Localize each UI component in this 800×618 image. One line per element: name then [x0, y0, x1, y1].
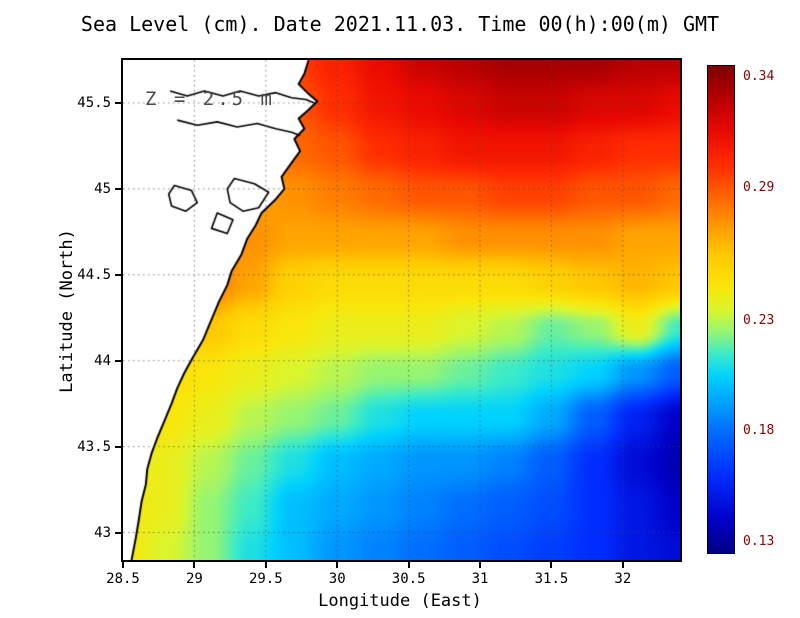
x-tick-label: 32 — [614, 571, 632, 587]
y-axis-label: Latitude (North) — [57, 229, 77, 393]
sea-level-heatmap-canvas — [123, 60, 680, 560]
y-tick-label: 44.5 — [77, 266, 111, 283]
y-tick-label: 43 — [94, 524, 111, 541]
y-tick-label: 45 — [94, 180, 111, 197]
y-tick-mark — [115, 273, 121, 276]
x-tick-mark — [193, 562, 196, 568]
x-tick-mark — [264, 562, 267, 568]
y-tick-label: 45.5 — [77, 94, 111, 111]
x-tick-label: 29 — [185, 571, 203, 587]
x-tick-label: 31 — [471, 571, 489, 587]
y-tick-mark — [115, 445, 121, 448]
colorbar-gradient-canvas — [708, 66, 734, 553]
x-tick-mark — [479, 562, 482, 568]
colorbar-tick-label: 0.23 — [743, 312, 775, 328]
x-tick-label: 29.5 — [248, 571, 283, 587]
y-tick-mark — [115, 101, 121, 104]
x-tick-label: 28.5 — [106, 571, 140, 587]
x-tick-label: 30 — [328, 571, 346, 587]
y-tick-label: 43.5 — [77, 438, 111, 455]
x-tick-mark — [550, 562, 553, 568]
x-tick-mark — [336, 562, 339, 568]
map-plot-area: Z = 2.5 m — [121, 58, 682, 562]
colorbar-tick-label: 0.13 — [743, 533, 775, 549]
colorbar-tick-label: 0.18 — [743, 423, 775, 439]
x-tick-mark — [621, 562, 624, 568]
x-tick-label: 31.5 — [534, 571, 569, 587]
y-tick-mark — [115, 531, 121, 534]
x-tick-label: 30.5 — [391, 571, 426, 587]
colorbar-tick-label: 0.29 — [743, 179, 775, 195]
colorbar — [707, 65, 735, 554]
colorbar-tick-label: 0.34 — [743, 69, 775, 85]
y-tick-label: 44 — [94, 352, 111, 369]
x-axis-label: Longitude (East) — [318, 591, 482, 611]
figure-title: Sea Level (cm). Date 2021.11.03. Time 00… — [80, 12, 720, 36]
depth-annotation: Z = 2.5 m — [145, 88, 275, 110]
y-tick-mark — [115, 187, 121, 190]
x-tick-mark — [122, 562, 124, 568]
y-tick-mark — [115, 359, 121, 362]
x-tick-mark — [407, 562, 410, 568]
